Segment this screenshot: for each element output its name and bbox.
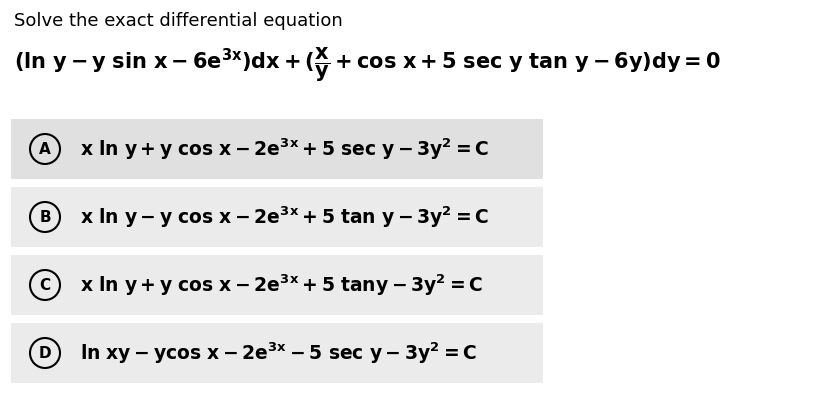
Text: B: B xyxy=(39,210,50,225)
FancyBboxPatch shape xyxy=(11,323,543,383)
Text: $\mathbf{ln\ xy - ycos\ x - 2e^{3x} - 5\ sec\ y - 3y^2 = C}$: $\mathbf{ln\ xy - ycos\ x - 2e^{3x} - 5\… xyxy=(80,340,477,366)
Text: $\mathbf{x\ ln\ y - y\ cos\ x - 2e^{3x} + 5\ tan\ y - 3y^2 = C}$: $\mathbf{x\ ln\ y - y\ cos\ x - 2e^{3x} … xyxy=(80,204,489,230)
Text: A: A xyxy=(39,142,51,157)
Text: C: C xyxy=(39,278,50,293)
Text: Solve the exact differential equation: Solve the exact differential equation xyxy=(14,12,343,30)
Text: D: D xyxy=(39,346,51,361)
FancyBboxPatch shape xyxy=(11,255,543,315)
Text: $\mathbf{x\ ln\ y + y\ cos\ x - 2e^{3x} + 5\ tany - 3y^2 = C}$: $\mathbf{x\ ln\ y + y\ cos\ x - 2e^{3x} … xyxy=(80,272,483,298)
FancyBboxPatch shape xyxy=(11,187,543,247)
Text: $\mathbf{(ln\ y - y\ sin\ x - 6e^{3x})dx + (\dfrac{x}{y} + cos\ x + 5\ sec\ y\ t: $\mathbf{(ln\ y - y\ sin\ x - 6e^{3x})dx… xyxy=(14,45,721,83)
FancyBboxPatch shape xyxy=(11,119,543,179)
Text: $\mathbf{x\ ln\ y + y\ cos\ x - 2e^{3x} + 5\ sec\ y - 3y^2 = C}$: $\mathbf{x\ ln\ y + y\ cos\ x - 2e^{3x} … xyxy=(80,136,489,162)
